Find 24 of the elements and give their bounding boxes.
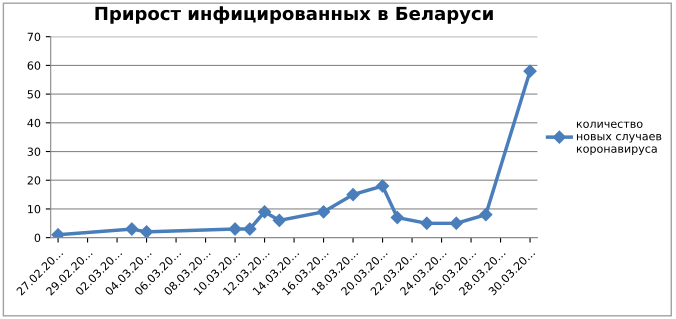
point <box>479 208 492 222</box>
point <box>523 64 537 78</box>
y-tick-label: 70 <box>28 32 40 42</box>
point <box>272 214 286 228</box>
y-tick-label: 60 <box>28 61 40 70</box>
point <box>450 216 463 230</box>
point <box>390 210 404 224</box>
point <box>228 222 242 236</box>
point <box>243 222 256 236</box>
point <box>346 188 360 202</box>
legend-label: количество новых случаев коронавируса <box>576 122 662 155</box>
point <box>125 222 138 236</box>
y-tick-label: 0 <box>34 234 40 242</box>
y-tick-label: 20 <box>28 176 40 185</box>
point <box>140 225 154 238</box>
y-tick-label: 10 <box>28 204 40 214</box>
y-tick-label: 30 <box>28 148 40 156</box>
point <box>420 216 434 230</box>
chart-title: Прирост инфицированных в Беларуси <box>95 6 493 24</box>
point <box>376 179 390 193</box>
y-tick-label: 50 <box>28 90 40 98</box>
y-tick-label: 40 <box>27 118 40 128</box>
point <box>258 205 272 218</box>
point <box>316 205 330 218</box>
